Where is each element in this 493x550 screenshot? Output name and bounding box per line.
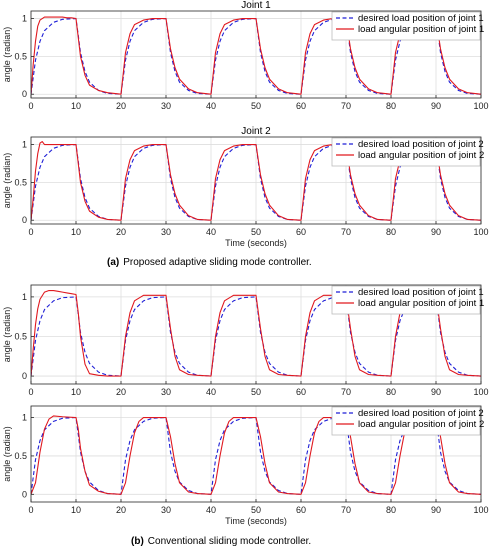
series-line-actual — [31, 16, 481, 95]
legend-box — [331, 285, 481, 315]
y-tick-label: 0.5 — [14, 331, 27, 341]
y-tick-label: 0.5 — [14, 51, 27, 61]
caption-a: (a) Proposed adaptive sliding mode contro… — [107, 257, 312, 268]
x-tick-label: 70 — [341, 227, 351, 237]
x-tick-label: 80 — [386, 101, 396, 111]
y-tick-label: 0 — [22, 371, 27, 381]
series-line-actual — [31, 140, 481, 221]
y-tick-label: 0.5 — [14, 177, 27, 187]
x-axis-label: Time (seconds) — [225, 516, 287, 526]
x-tick-label: 80 — [386, 505, 396, 515]
x-tick-label: 10 — [71, 227, 81, 237]
x-tick-label: 30 — [161, 227, 171, 237]
y-tick-label: 0 — [22, 489, 27, 499]
legend-label: load angular position of joint 1 — [358, 24, 484, 35]
y-tick-label: 1 — [22, 413, 27, 423]
x-tick-label: 40 — [206, 505, 216, 515]
caption-b: (b) Conventional sliding mode controller. — [131, 536, 311, 547]
legend-label: desired load position of joint 1 — [358, 13, 484, 24]
legend-label: desired load position of joint 2 — [358, 139, 484, 150]
x-tick-label: 40 — [206, 227, 216, 237]
x-tick-label: 60 — [296, 387, 306, 397]
legend-box — [331, 137, 481, 167]
x-tick-label: 0 — [28, 227, 33, 237]
x-tick-label: 70 — [341, 101, 351, 111]
x-tick-label: 0 — [28, 505, 33, 515]
plot-title: Joint 1 — [241, 0, 271, 11]
legend-label: load angular position of joint 1 — [358, 298, 484, 309]
caption-b-tag: (b) — [131, 536, 144, 547]
legend-box — [331, 406, 481, 436]
x-tick-label: 60 — [296, 227, 306, 237]
x-tick-label: 90 — [431, 227, 441, 237]
x-tick-label: 20 — [116, 505, 126, 515]
x-tick-label: 80 — [386, 387, 396, 397]
x-tick-label: 40 — [206, 387, 216, 397]
plot-3: 0 10 20 30 40 50 60 70 80 90 100 0 0.5 1 angle (radian… — [2, 284, 489, 397]
legend-label: load angular position of joint 2 — [358, 419, 484, 430]
x-tick-label: 50 — [251, 101, 261, 111]
plot-1: 0 10 20 30 40 50 60 70 80 90 100 0 0.5 1 Joint 1 angle … — [2, 0, 489, 111]
y-tick-label: 1 — [22, 292, 27, 302]
series-line-actual — [31, 289, 481, 377]
x-tick-label: 80 — [386, 227, 396, 237]
y-tick-label: 0 — [22, 89, 27, 99]
x-tick-label: 60 — [296, 505, 306, 515]
x-tick-label: 20 — [116, 101, 126, 111]
plot-2: 0 10 20 30 40 50 60 70 80 90 100 0 0.5 1 Joint 2 angle … — [2, 126, 489, 248]
x-tick-label: 10 — [71, 387, 81, 397]
x-tick-label: 100 — [473, 387, 488, 397]
caption-a-text: Proposed adaptive sliding mode controlle… — [123, 257, 311, 268]
x-tick-label: 20 — [116, 387, 126, 397]
y-axis-label: angle (radian) — [2, 307, 12, 363]
series-line-actual — [31, 415, 481, 495]
x-tick-label: 40 — [206, 101, 216, 111]
x-tick-label: 90 — [431, 101, 441, 111]
y-tick-label: 0 — [22, 215, 27, 225]
y-tick-label: 1 — [22, 140, 27, 150]
legend-box — [331, 11, 481, 41]
caption-a-tag: (a) — [107, 257, 119, 268]
x-tick-label: 0 — [28, 101, 33, 111]
x-tick-label: 100 — [473, 227, 488, 237]
x-tick-label: 60 — [296, 101, 306, 111]
x-tick-label: 50 — [251, 227, 261, 237]
x-tick-label: 0 — [28, 387, 33, 397]
x-tick-label: 30 — [161, 505, 171, 515]
legend-label: desired load position of joint 2 — [358, 408, 484, 419]
x-tick-label: 90 — [431, 387, 441, 397]
plot-4: 0 10 20 30 40 50 60 70 80 90 100 0 0.5 1 angle (radian… — [2, 405, 489, 526]
x-tick-label: 90 — [431, 505, 441, 515]
x-tick-label: 50 — [251, 505, 261, 515]
x-tick-label: 70 — [341, 387, 351, 397]
y-axis-label: angle (radian) — [2, 153, 12, 209]
legend-label: desired load position of joint 1 — [358, 287, 484, 298]
x-tick-label: 50 — [251, 387, 261, 397]
legend-label: load angular position of joint 2 — [358, 150, 484, 161]
y-axis-label: angle (radian) — [2, 426, 12, 482]
x-tick-label: 30 — [161, 387, 171, 397]
x-tick-label: 70 — [341, 505, 351, 515]
x-axis-label: Time (seconds) — [225, 238, 287, 248]
caption-b-text: Conventional sliding mode controller. — [148, 536, 311, 547]
y-axis-label: angle (radian) — [2, 27, 12, 83]
y-tick-label: 1 — [22, 14, 27, 24]
x-tick-label: 100 — [473, 101, 488, 111]
y-tick-label: 0.5 — [14, 451, 27, 461]
x-tick-label: 20 — [116, 227, 126, 237]
x-tick-label: 10 — [71, 505, 81, 515]
x-tick-label: 30 — [161, 101, 171, 111]
x-tick-label: 10 — [71, 101, 81, 111]
x-tick-label: 100 — [473, 505, 488, 515]
plot-title: Joint 2 — [241, 126, 271, 137]
